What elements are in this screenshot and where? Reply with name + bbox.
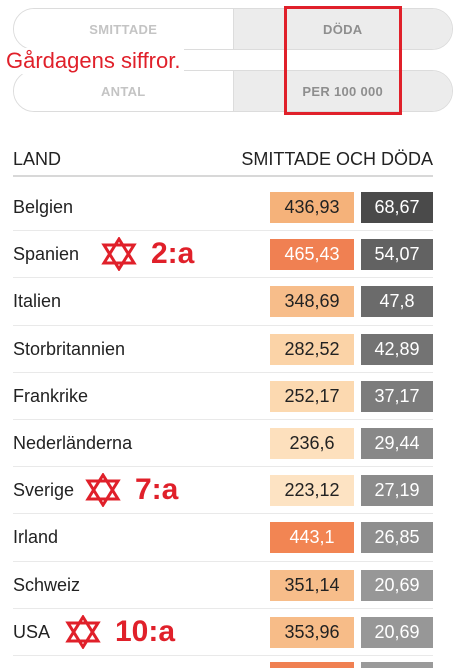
deaths-value: 47,8 bbox=[361, 286, 433, 318]
deaths-value: 68,67 bbox=[361, 192, 433, 223]
rank-annotation: 10:a bbox=[65, 614, 176, 649]
table-row: Belgien 436,93 68,67 bbox=[13, 184, 433, 232]
scale-toggle: ANTAL PER 100 000 bbox=[13, 70, 453, 112]
table-row-partial bbox=[13, 662, 433, 668]
table-row: Nederländerna 236,6 29,44 bbox=[13, 420, 433, 468]
metric-toggle: SMITTADE DÖDA bbox=[13, 8, 453, 50]
deaths-value: 27,19 bbox=[361, 475, 433, 507]
cases-value: 436,93 bbox=[270, 192, 354, 223]
country-name: Sverige bbox=[13, 480, 75, 501]
deaths-cell bbox=[361, 662, 433, 668]
cases-value: 465,43 bbox=[270, 239, 354, 271]
cases-value: 351,14 bbox=[270, 569, 354, 601]
hexagram-star-icon bbox=[85, 473, 121, 508]
cases-value: 282,52 bbox=[270, 333, 354, 365]
table-row: Spanien 465,43 54,07 2:a bbox=[13, 231, 433, 279]
country-name: Storbritannien bbox=[13, 338, 126, 359]
country-name: Nederländerna bbox=[13, 432, 133, 453]
cases-cell bbox=[270, 662, 354, 668]
deaths-value: 20,69 bbox=[361, 569, 433, 601]
rank-annotation: 2:a bbox=[101, 237, 195, 272]
country-name: Italien bbox=[13, 291, 62, 312]
table-row: USA 353,96 20,69 10:a bbox=[13, 609, 433, 656]
country-name: Frankrike bbox=[13, 385, 89, 406]
cases-value: 353,96 bbox=[270, 616, 354, 648]
table-row: Schweiz 351,14 20,69 bbox=[13, 562, 433, 609]
table-row: Storbritannien 282,52 42,89 bbox=[13, 326, 433, 373]
header-country: LAND bbox=[13, 148, 62, 169]
deaths-value: 54,07 bbox=[361, 239, 433, 271]
toggle-doda[interactable]: DÖDA bbox=[232, 9, 452, 49]
toggle-smittade[interactable]: SMITTADE bbox=[14, 9, 233, 49]
table-row: Sverige 223,12 27,19 7:a bbox=[13, 467, 433, 515]
table-header: LAND SMITTADE OCH DÖDA bbox=[13, 143, 433, 177]
cases-value: 443,1 bbox=[270, 522, 354, 554]
toggle-antal[interactable]: ANTAL bbox=[14, 71, 233, 111]
table-row: Frankrike 252,17 37,17 bbox=[13, 373, 433, 420]
deaths-value: 20,69 bbox=[361, 616, 433, 648]
country-name: USA bbox=[13, 621, 51, 642]
deaths-value: 29,44 bbox=[361, 427, 433, 459]
table-row: Irland 443,1 26,85 bbox=[13, 514, 433, 562]
deaths-value: 26,85 bbox=[361, 522, 433, 554]
cases-value: 223,12 bbox=[270, 475, 354, 507]
rank-label: 2:a bbox=[151, 237, 195, 271]
hexagram-star-icon bbox=[65, 614, 101, 649]
deaths-value: 42,89 bbox=[361, 333, 433, 365]
country-name: Irland bbox=[13, 527, 59, 548]
country-table: Belgien 436,93 68,67 Spanien 465,43 54,07 2:a I… bbox=[13, 184, 433, 656]
toggle-per-100000[interactable]: PER 100 000 bbox=[232, 71, 452, 111]
deaths-value: 37,17 bbox=[361, 380, 433, 412]
cases-value: 252,17 bbox=[270, 380, 354, 412]
table-row: Italien 348,69 47,8 bbox=[13, 278, 433, 326]
cases-value: 236,6 bbox=[270, 427, 354, 459]
cases-value: 348,69 bbox=[270, 286, 354, 318]
country-name: Spanien bbox=[13, 244, 80, 265]
rank-label: 10:a bbox=[115, 614, 176, 648]
hexagram-star-icon bbox=[101, 237, 137, 272]
header-values: SMITTADE OCH DÖDA bbox=[241, 148, 433, 169]
country-name: Schweiz bbox=[13, 574, 81, 595]
rank-label: 7:a bbox=[135, 473, 179, 507]
annotation-caption: Gårdagens siffror. bbox=[6, 48, 185, 74]
country-name: Belgien bbox=[13, 197, 74, 217]
rank-annotation: 7:a bbox=[85, 473, 179, 508]
